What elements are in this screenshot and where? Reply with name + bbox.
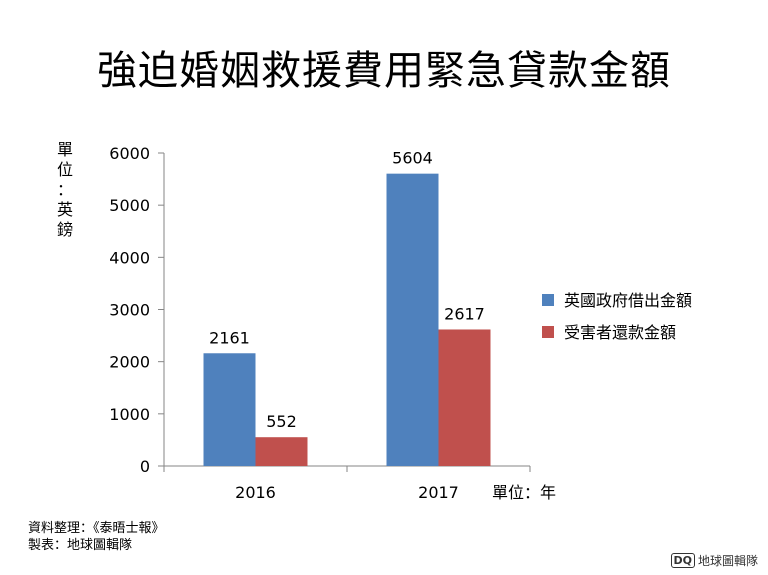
data-label: 2161 <box>209 328 250 347</box>
bars <box>203 173 491 466</box>
y-axis-label-char: 英 <box>56 200 73 219</box>
y-tick-label: 4000 <box>109 248 150 267</box>
data-label: 552 <box>266 412 297 431</box>
source-note: 資料整理：《泰晤士報》 製表：地球圖輯隊 <box>28 520 165 554</box>
source-line: 資料整理：《泰晤士報》 <box>28 521 165 536</box>
bar <box>255 437 308 466</box>
source-line: 製表：地球圖輯隊 <box>28 538 133 553</box>
data-label: 5604 <box>392 149 433 168</box>
y-axis-label: 單位：英鎊 <box>54 140 76 240</box>
logo-mark: DQ <box>670 553 695 568</box>
y-tick-label: 3000 <box>109 301 150 320</box>
y-axis-label-char: 單 <box>56 140 73 159</box>
y-tick-label: 5000 <box>109 196 150 215</box>
y-axis-label-char: ： <box>56 180 73 199</box>
bar <box>386 173 439 466</box>
legend-swatch <box>542 294 554 306</box>
logo-text: 地球圖輯隊 <box>697 554 758 568</box>
bar <box>438 329 491 466</box>
legend-label: 英國政府借出金額 <box>564 291 692 310</box>
x-tick-label: 2016 <box>235 483 276 502</box>
y-axis-label-char: 位 <box>56 160 73 179</box>
bar <box>203 353 256 466</box>
data-labels: 2161 552 5604 2617 <box>209 149 485 432</box>
y-tick-label: 2000 <box>109 353 150 372</box>
y-axis-label-char: 鎊 <box>56 220 73 239</box>
y-tick-label: 0 <box>140 457 150 476</box>
y-tick-label: 1000 <box>109 405 150 424</box>
x-tick-label: 2017 <box>418 483 459 502</box>
x-axis-label: 單位：年 <box>492 483 556 502</box>
data-label: 2617 <box>444 304 485 323</box>
chart-title: 強迫婚姻救援費用緊急貸款金額 <box>97 48 671 94</box>
legend-swatch <box>542 326 554 338</box>
logo: DQ 地球圖輯隊 <box>670 552 758 569</box>
y-tick-label: 6000 <box>109 144 150 163</box>
legend-label: 受害者還款金額 <box>564 323 676 342</box>
